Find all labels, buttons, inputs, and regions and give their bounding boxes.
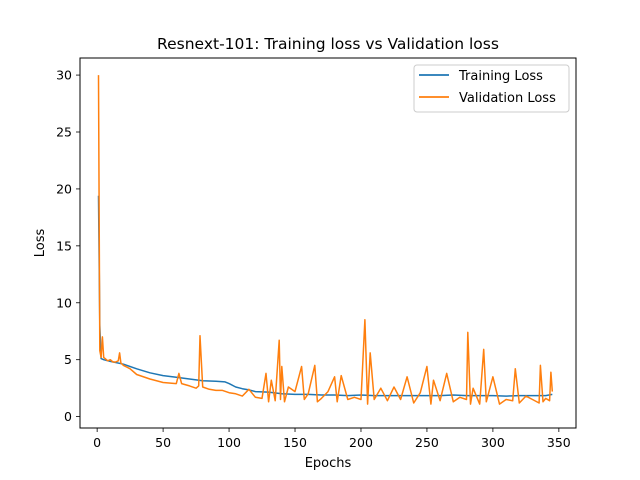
y-tick-label: 0 xyxy=(64,409,72,424)
legend: Training Loss Validation Loss xyxy=(413,64,570,113)
y-tick-label: 30 xyxy=(56,68,72,83)
y-tick-label: 5 xyxy=(64,352,72,367)
legend-box xyxy=(413,64,570,113)
plot-frame xyxy=(79,57,577,429)
series-line-training-loss xyxy=(97,195,553,397)
x-tick-label: 50 xyxy=(155,435,171,450)
x-tick-label: 0 xyxy=(93,435,101,450)
x-tick-label: 300 xyxy=(481,435,505,450)
y-tick-label: 10 xyxy=(56,295,72,310)
chart-title: Resnext-101: Training loss vs Validation… xyxy=(157,35,499,53)
y-tick-label: 15 xyxy=(56,238,72,253)
series-layer xyxy=(97,75,554,405)
y-tick-label: 20 xyxy=(56,181,72,196)
legend-label-training: Training Loss xyxy=(458,69,543,84)
x-axis: 0 50 100 150 200 250 300 350 xyxy=(93,428,571,450)
plot-area xyxy=(79,57,577,429)
y-axis: 0 5 10 15 20 25 30 xyxy=(56,68,80,424)
legend-label-validation: Validation Loss xyxy=(459,91,556,106)
x-axis-label: Epochs xyxy=(305,456,352,471)
y-tick-label: 25 xyxy=(56,125,72,140)
x-tick-label: 350 xyxy=(547,435,571,450)
series-line-validation-loss xyxy=(97,75,554,405)
x-tick-label: 100 xyxy=(217,435,241,450)
y-axis-label: Loss xyxy=(33,229,48,258)
x-tick-label: 250 xyxy=(415,435,439,450)
x-tick-label: 200 xyxy=(349,435,373,450)
x-tick-label: 150 xyxy=(283,435,307,450)
